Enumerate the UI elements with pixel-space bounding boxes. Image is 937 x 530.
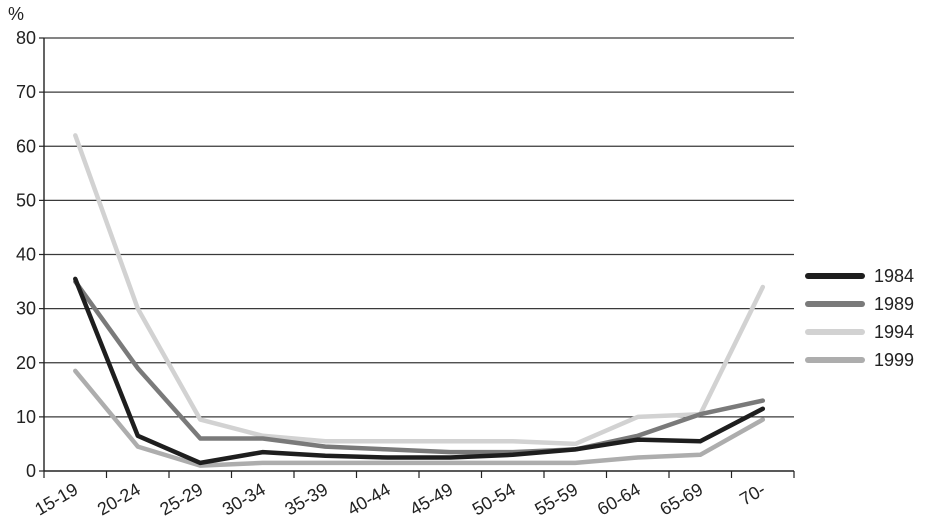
legend-label-1999: 1999 [874, 350, 914, 370]
y-tick-label: 80 [16, 28, 36, 48]
x-tick-label: 65-69 [656, 479, 706, 519]
grid-lines [44, 37, 794, 418]
x-tick-label: 45-49 [406, 479, 456, 519]
x-tick-label: 70- [736, 479, 769, 509]
series-line-1994 [73, 133, 766, 447]
x-tick-label: 55-59 [531, 479, 581, 519]
y-tick-label: 70 [16, 82, 36, 102]
y-tick-label: 50 [16, 190, 36, 210]
x-tick-label: 15-19 [31, 479, 81, 519]
series-line-1984 [73, 276, 766, 466]
series-line-1989 [73, 279, 766, 455]
x-tick-label: 25-29 [156, 479, 206, 519]
series-lines [73, 133, 766, 468]
legend: 1984 1989 1994 1999 [805, 266, 914, 370]
legend-label-1989: 1989 [874, 294, 914, 314]
legend-label-1994: 1994 [874, 322, 914, 342]
x-tick-label: 60-64 [594, 479, 644, 519]
x-tick-label: 35-39 [281, 479, 331, 519]
y-tick-label: 10 [16, 407, 36, 427]
y-axis-unit-label: % [8, 4, 24, 24]
legend-label-1984: 1984 [874, 266, 914, 286]
x-axis-ticks: 15-19 20-24 25-29 30-34 35-39 40-44 45-49 50-54… [31, 479, 768, 519]
y-tick-label: 60 [16, 136, 36, 156]
y-tick-label: 20 [16, 353, 36, 373]
y-tick-label: 30 [16, 299, 36, 319]
x-tick-label: 30-34 [219, 479, 269, 519]
x-tick-label: 50-54 [469, 479, 519, 519]
y-tick-label: 0 [26, 461, 36, 481]
x-tick-label: 20-24 [94, 479, 144, 519]
series-line-1999 [73, 368, 766, 468]
axes [39, 37, 795, 478]
y-tick-label: 40 [16, 245, 36, 265]
y-axis-ticks: 0 10 20 30 40 50 60 70 80 [16, 28, 36, 481]
x-tick-label: 40-44 [344, 479, 394, 519]
